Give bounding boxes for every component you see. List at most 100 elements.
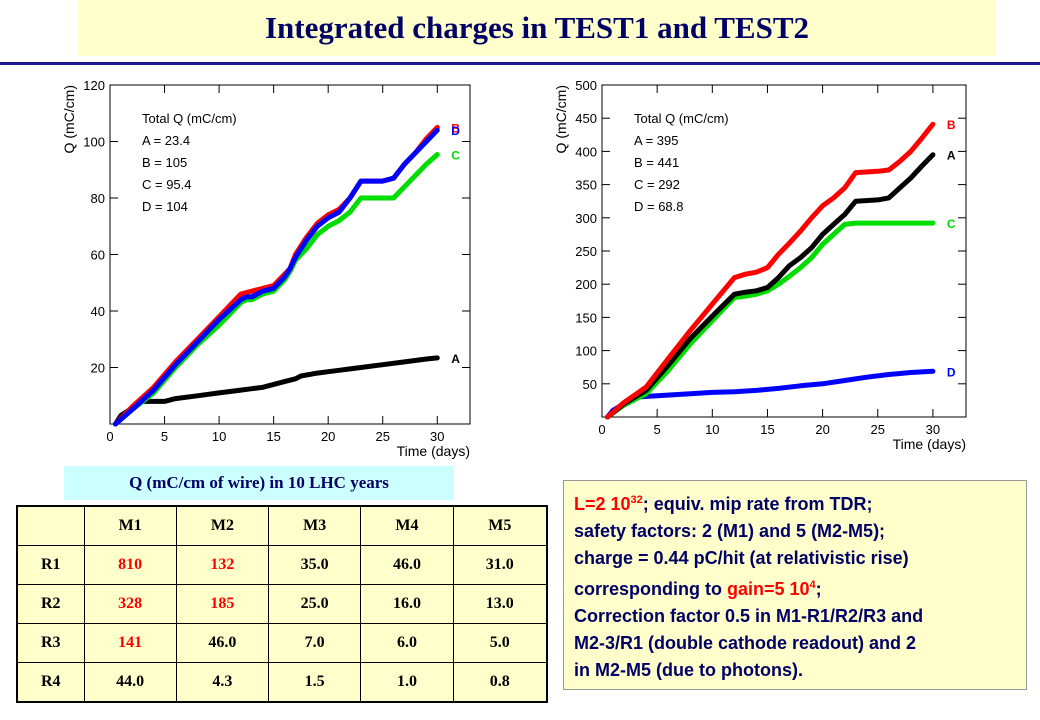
x-tick-label: 25 xyxy=(871,422,885,437)
legend-entry: C = 292 xyxy=(634,177,680,192)
notes-box: L=2 1032; equiv. mip rate from TDR; safe… xyxy=(563,480,1027,690)
series-line-d xyxy=(113,127,440,427)
series-end-label: C xyxy=(451,148,460,162)
column-header xyxy=(16,505,85,546)
y-tick-label: 350 xyxy=(575,178,597,193)
table-row: R1 810 132 35.0 46.0 31.0 xyxy=(16,545,548,585)
x-tick-label: 30 xyxy=(430,429,444,444)
y-tick-label: 400 xyxy=(575,144,597,159)
table-cell: 0.8 xyxy=(452,662,548,703)
y-tick-label: 300 xyxy=(575,211,597,226)
x-axis-label: Time (days) xyxy=(893,436,966,452)
legend-title: Total Q (mC/cm) xyxy=(142,111,237,126)
table-cell: 13.0 xyxy=(452,584,548,624)
y-tick-label: 40 xyxy=(91,304,105,319)
table-cell: 25.0 xyxy=(268,584,362,624)
title-banner: Integrated charges in TEST1 and TEST2 xyxy=(78,0,996,56)
table-cell: 141 xyxy=(83,623,177,663)
legend-entry: B = 105 xyxy=(142,155,187,170)
x-tick-label: 0 xyxy=(106,429,113,444)
series-line-b xyxy=(605,121,936,420)
table-cell: 185 xyxy=(175,584,270,624)
table-cell: 132 xyxy=(175,545,270,585)
y-axis-label: Q (mC/cm) xyxy=(553,85,569,153)
table-cell: 7.0 xyxy=(268,623,362,663)
table-cell: 16.0 xyxy=(360,584,454,624)
table-cell: 31.0 xyxy=(452,545,548,585)
y-tick-label: 120 xyxy=(83,78,105,93)
column-header: M4 xyxy=(360,505,454,546)
y-tick-label: 100 xyxy=(575,344,597,359)
table-cell: 46.0 xyxy=(360,545,454,585)
series-line-c xyxy=(605,220,936,420)
chart-test1: 0 5 10 15 20 25 30 20 40 60 80 100 120 Time (days) Q (… xyxy=(61,78,471,459)
table-row: R3 141 46.0 7.0 6.0 5.0 xyxy=(16,623,548,663)
note-line-1: L=2 1032; equiv. mip rate from TDR; xyxy=(574,494,873,514)
note-line-6: M2-3/R1 (double cathode readout) and 2 xyxy=(574,633,917,653)
legend-entry: C = 95.4 xyxy=(142,177,192,192)
legend-entry: D = 68.8 xyxy=(634,199,684,214)
row-header: R2 xyxy=(16,584,85,624)
table-cell: 5.0 xyxy=(452,623,548,663)
table-cell: 1.0 xyxy=(360,662,454,703)
series-end-label: B xyxy=(947,118,956,132)
y-tick-label: 500 xyxy=(575,78,597,93)
x-tick-label: 10 xyxy=(212,429,226,444)
column-header: M3 xyxy=(268,505,362,546)
note-line-4: corresponding to gain=5 104; xyxy=(574,579,822,599)
table-cell: 6.0 xyxy=(360,623,454,663)
row-header: R1 xyxy=(16,545,85,585)
table-header-row: M1 M2 M3 M4 M5 xyxy=(16,505,548,546)
x-tick-label: 25 xyxy=(375,429,389,444)
row-header: R3 xyxy=(16,623,85,663)
table-cell: 1.5 xyxy=(268,662,362,703)
charge-table: M1 M2 M3 M4 M5 R1 810 132 35.0 46.0 31.0 R2 328 185 25… xyxy=(16,505,548,703)
table-cell: 44.0 xyxy=(83,662,177,703)
x-tick-label: 15 xyxy=(266,429,280,444)
table-cell: 35.0 xyxy=(268,545,362,585)
legend-entry: A = 395 xyxy=(634,133,678,148)
series-line-a xyxy=(113,355,440,427)
x-tick-label: 15 xyxy=(760,422,774,437)
table-cell: 4.3 xyxy=(175,662,270,703)
table-cell: 328 xyxy=(83,584,177,624)
x-tick-label: 30 xyxy=(926,422,940,437)
series-end-label: D xyxy=(947,365,956,379)
series-end-label: A xyxy=(947,149,956,163)
y-tick-label: 50 xyxy=(583,377,597,392)
y-tick-label: 200 xyxy=(575,277,597,292)
legend-entry: A = 23.4 xyxy=(142,133,190,148)
series-end-label: D xyxy=(451,124,460,138)
legend-entry: D = 104 xyxy=(142,199,188,214)
column-header: M5 xyxy=(452,505,548,546)
column-header: M2 xyxy=(175,505,270,546)
note-line-2: safety factors: 2 (M1) and 5 (M2-M5); xyxy=(574,521,886,541)
series-end-label: A xyxy=(451,352,460,366)
y-tick-label: 20 xyxy=(91,361,105,376)
x-tick-label: 20 xyxy=(815,422,829,437)
legend-entry: B = 441 xyxy=(634,155,679,170)
legend-title: Total Q (mC/cm) xyxy=(634,111,729,126)
y-tick-label: 80 xyxy=(91,191,105,206)
note-line-7: in M2-M5 (due to photons). xyxy=(574,660,803,680)
x-tick-label: 0 xyxy=(598,422,605,437)
y-tick-label: 150 xyxy=(575,310,597,325)
y-tick-label: 100 xyxy=(83,135,105,150)
y-tick-label: 450 xyxy=(575,111,597,126)
chart-test2: 0 5 10 15 20 25 30 50 100 150 200 250 300 350 400 450 50… xyxy=(553,78,967,452)
y-axis-label: Q (mC/cm) xyxy=(61,85,77,153)
page-title: Integrated charges in TEST1 and TEST2 xyxy=(264,10,810,45)
y-tick-label: 250 xyxy=(575,244,597,259)
note-line-3: charge = 0.44 pC/hit (at relativistic ri… xyxy=(574,548,909,568)
x-tick-label: 20 xyxy=(321,429,335,444)
table-cell: 46.0 xyxy=(175,623,270,663)
x-tick-label: 5 xyxy=(161,429,168,444)
series-end-label: C xyxy=(947,217,956,231)
note-line-5: Correction factor 0.5 in M1-R1/R2/R3 and xyxy=(574,606,924,626)
title-divider xyxy=(0,62,1040,65)
table-cell: 810 xyxy=(83,545,177,585)
column-header: M1 xyxy=(83,505,177,546)
x-axis-label: Time (days) xyxy=(397,443,470,459)
row-header: R4 xyxy=(16,662,85,703)
x-tick-label: 5 xyxy=(654,422,661,437)
